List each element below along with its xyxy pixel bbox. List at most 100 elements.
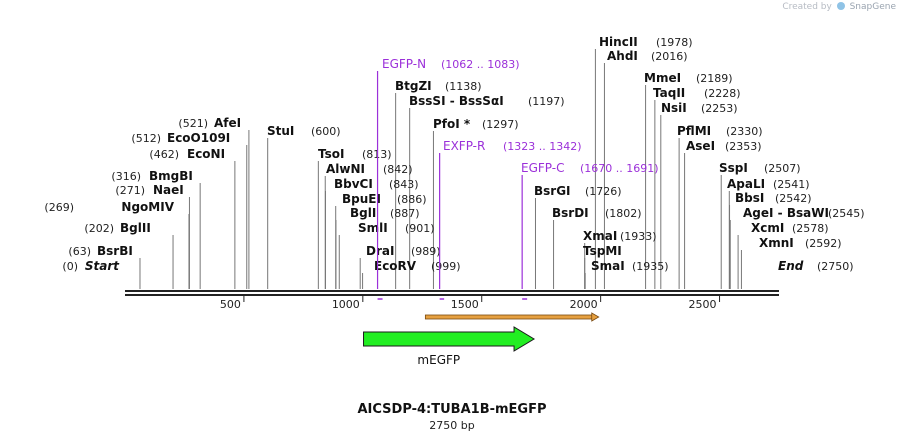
site-label-pflmi: PflMI [677,124,711,138]
site-pos-bglii: (202) [84,222,114,235]
snapgene-watermark: Created by SnapGene [782,2,896,12]
site-pos-start: (0) [62,260,78,273]
site-label-agei-bsawi: AgeI - BsaWI [743,206,829,220]
site-label-bbvci: BbvCI [334,177,373,191]
site-pos-bsssi-bsss-i: (1197) [528,95,565,108]
site-label-taqii: TaqII [653,86,685,100]
feature-range-egfp-n: (1062 .. 1083) [441,58,520,71]
site-pos-stui: (600) [311,125,341,138]
site-pos-afei: (521) [178,117,208,130]
watermark-prefix: Created by [782,2,832,12]
site-label-pfoi: PfoI * [433,117,471,131]
site-label-bsrbi: BsrBI [97,244,133,258]
site-pos-btgzi: (1138) [445,80,482,93]
site-pos-ecorv: (999) [431,260,461,273]
site-pos-mmei: (2189) [696,72,733,85]
site-label-start: Start [85,259,120,273]
site-pos-tsoi: (813) [362,148,392,161]
site-label-bglii: BglII [120,221,151,235]
site-pos-bbvci: (843) [389,178,419,191]
site-label-end: End [778,259,804,273]
site-label-bsrdi: BsrDI [552,206,589,220]
sequence-title: AICSDP-4:TUBA1B-mEGFP [357,402,547,417]
site-label-afei: AfeI [214,116,241,130]
ruler-label-1000: 1000 [332,298,360,311]
site-pos-hincii: (1978) [656,36,693,49]
site-label-bbsi: BbsI [735,191,764,205]
site-pos-bbsi: (2542) [775,192,812,205]
site-pos-xmni: (2592) [805,237,842,250]
site-label-stui: StuI [267,124,294,138]
site-label-drai: DraI [366,244,394,258]
ruler-label-2000: 2000 [570,298,598,311]
ruler-label-1500: 1500 [451,298,479,311]
site-label-ecoo109i: EcoO109I [167,131,230,145]
site-label-bsrgi: BsrGI [534,184,571,198]
site-label-xmai: XmaI [583,229,617,243]
site-pos-bmgbi: (316) [111,170,141,183]
site-pos-end: (2750) [817,260,854,273]
site-pos-asei: (2353) [725,140,762,153]
feature-label-egfp-c: EGFP-C [521,161,564,175]
site-label-hincii: HincII [599,35,638,49]
site-label-alwni: AlwNI [326,162,365,176]
site-pos-ahdi: (2016) [651,50,688,63]
site-label-naei: NaeI [153,183,184,197]
site-pos-econi: (462) [149,148,179,161]
orf-arrowhead [591,312,600,322]
site-pos-smai: (1935) [632,260,669,273]
site-pos-agei-bsawi: (2545) [828,207,865,220]
site-pos-pfoi: (1297) [482,118,519,131]
site-pos-alwni: (842) [383,163,413,176]
site-label-tsoi: TsoI [318,147,344,161]
site-pos-xmai: (1933) [620,230,657,243]
site-label-ecorv: EcoRV [374,259,417,273]
site-pos-taqii: (2228) [704,87,741,100]
feature-label-exfp-r: EXFP-R [443,139,485,153]
gene-label: mEGFP [417,353,460,367]
feature-range-egfp-c: (1670 .. 1691) [580,162,659,175]
site-pos-naei: (271) [115,184,145,197]
gene-arrow [363,326,536,352]
site-label-bsssi-bsss-i: BssSI - BssSαI [409,94,504,108]
site-label-mmei: MmeI [644,71,681,85]
site-label-nsii: NsiI [661,101,687,115]
site-label-xcmi: XcmI [751,221,784,235]
sequence-length: 2750 bp [429,419,475,432]
site-label-bpuei: BpuEI [342,192,381,206]
site-pos-ecoo109i: (512) [131,132,161,145]
site-pos-bsrbi: (63) [68,245,91,258]
site-pos-ngomiv: (269) [44,201,74,214]
site-label-smai: SmaI [591,259,625,273]
site-pos-bpuei: (886) [397,193,427,206]
site-pos-pflmi: (2330) [726,125,763,138]
orf-bar [424,314,594,320]
ruler-label-2500: 2500 [689,298,717,311]
site-label-xmni: XmnI [759,236,794,250]
site-label-smli: SmlI [358,221,388,235]
snapgene-logo-icon [836,2,845,10]
site-pos-bsrgi: (1726) [585,185,622,198]
site-pos-smli: (901) [405,222,435,235]
site-pos-bgli: (887) [390,207,420,220]
site-label-bmgbi: BmgBI [149,169,193,183]
site-pos-nsii: (2253) [701,102,738,115]
site-label-sspi: SspI [719,161,748,175]
site-label-ahdi: AhdI [607,49,638,63]
site-label-apali: ApaLI [727,177,765,191]
feature-label-egfp-n: EGFP-N [382,57,426,71]
site-pos-xcmi: (2578) [792,222,829,235]
site-pos-sspi: (2507) [764,162,801,175]
site-label-econi: EcoNI [187,147,225,161]
site-label-asei: AseI [686,139,715,153]
site-label-bgli: BglI [350,206,376,220]
site-pos-drai: (989) [411,245,441,258]
site-label-ngomiv: NgoMIV [121,200,174,214]
watermark-brand: SnapGene [849,2,896,12]
site-pos-bsrdi: (1802) [605,207,642,220]
feature-range-exfp-r: (1323 .. 1342) [503,140,582,153]
site-pos-apali: (2541) [773,178,810,191]
site-label-tspmi: TspMI [583,244,622,258]
ruler-label-500: 500 [220,298,241,311]
